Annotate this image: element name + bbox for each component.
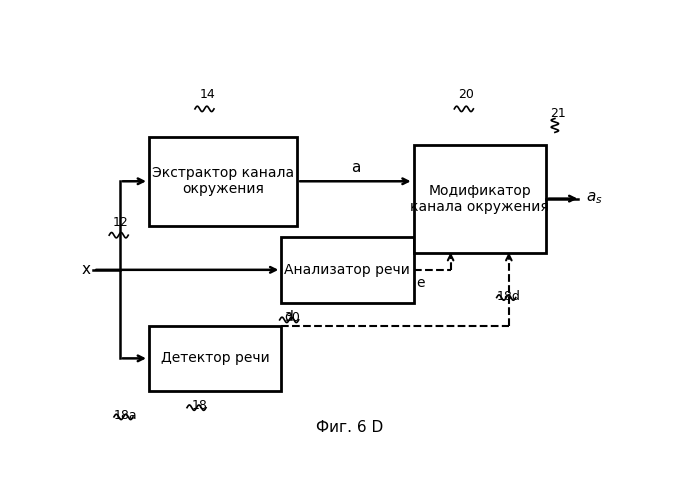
Text: 21: 21 — [550, 108, 566, 120]
Text: 12: 12 — [113, 216, 128, 230]
Text: 20: 20 — [458, 88, 475, 101]
Text: 18a: 18a — [113, 409, 137, 422]
Text: e: e — [416, 276, 425, 289]
Text: Фиг. 6 D: Фиг. 6 D — [316, 420, 384, 436]
Text: 30: 30 — [284, 310, 300, 324]
Text: Детектор речи: Детектор речи — [161, 352, 269, 366]
FancyBboxPatch shape — [414, 144, 546, 252]
FancyBboxPatch shape — [281, 237, 414, 302]
Text: 18: 18 — [191, 400, 207, 412]
Text: d: d — [284, 310, 293, 324]
Text: $a_s$: $a_s$ — [585, 190, 602, 206]
Text: 14: 14 — [199, 88, 215, 101]
Text: a: a — [350, 160, 360, 176]
Text: Модификатор
канала окружения: Модификатор канала окружения — [410, 184, 549, 214]
Text: Анализатор речи: Анализатор речи — [284, 263, 410, 277]
Text: x: x — [82, 262, 91, 278]
Text: Экстрактор канала
окружения: Экстрактор канала окружения — [152, 166, 294, 196]
FancyBboxPatch shape — [149, 137, 297, 226]
Text: 18d: 18d — [497, 290, 520, 302]
FancyBboxPatch shape — [149, 326, 281, 391]
